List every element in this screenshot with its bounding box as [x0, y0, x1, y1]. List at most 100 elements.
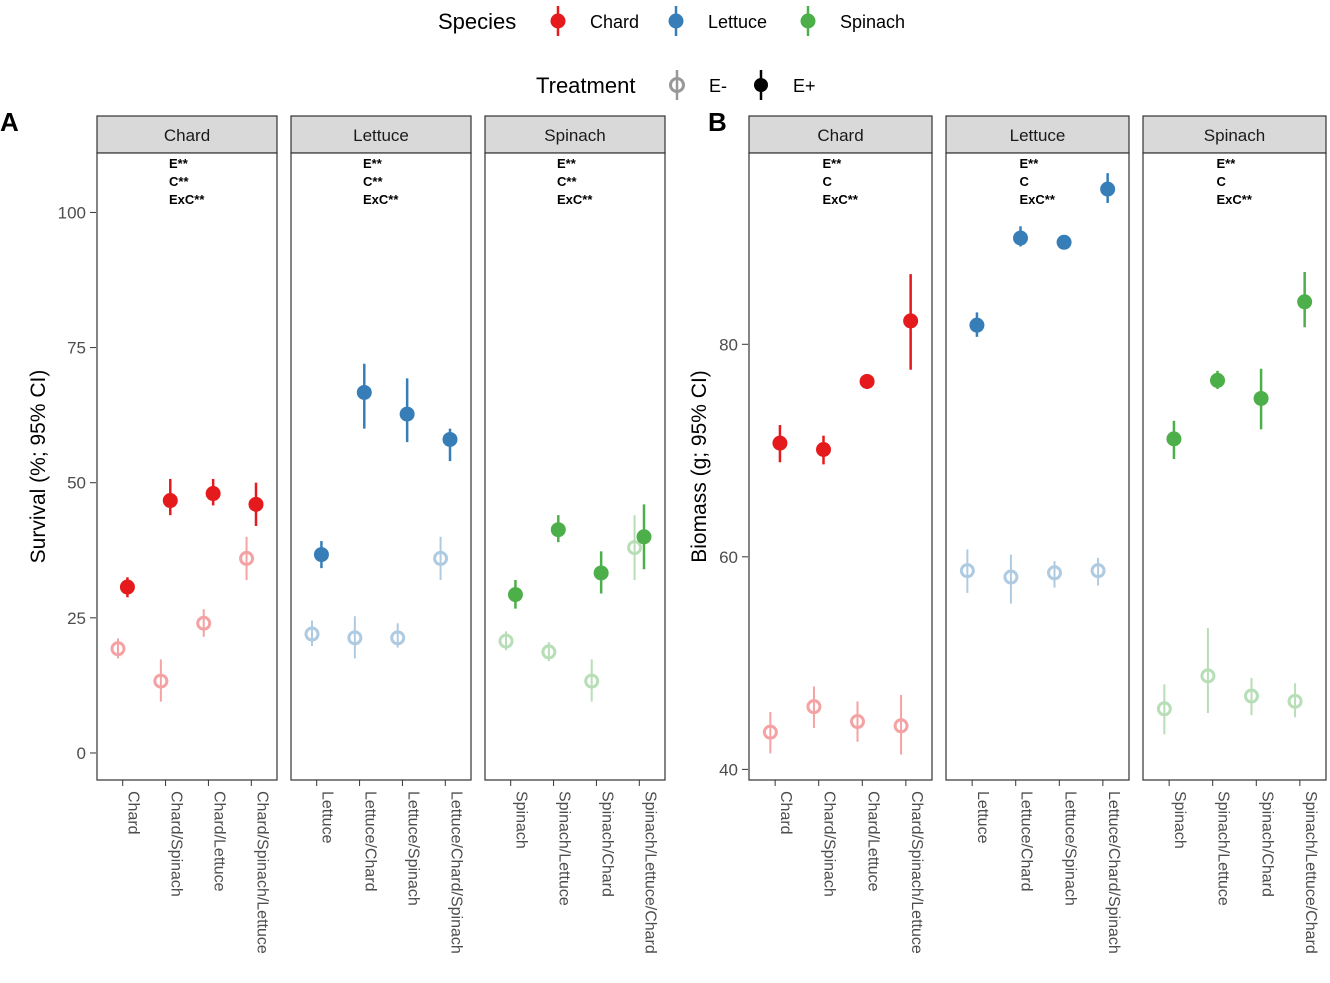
- facet-strip-label: Spinach: [1204, 126, 1265, 145]
- data-point-e-plus: [507, 580, 523, 609]
- legend-species-title: Species: [438, 9, 516, 34]
- facet-chard: Chard E** C ExC** Chard Chard/Spinach Chard/Le…: [748, 115, 933, 954]
- data-point-e-minus: [806, 686, 822, 728]
- x-tick-label: Chard/Lettuce: [864, 791, 881, 892]
- panel-B: B Biomass (g; 95% CI) 40 60 80 Chard E** C ExC**…: [688, 107, 1327, 954]
- facet-strip: [945, 115, 1130, 154]
- y-tick-label: 40: [719, 760, 738, 779]
- data-point-e-minus: [347, 616, 363, 659]
- point-marker: [239, 550, 255, 566]
- x-tick-label: Chard/Spinach: [168, 791, 185, 897]
- x-tick-label: Lettuce/Chard/Spinach: [1105, 791, 1122, 954]
- data-point-e-minus: [433, 536, 449, 581]
- point-marker: [1100, 181, 1116, 197]
- x-tick-label: Lettuce: [319, 791, 336, 844]
- point-marker: [205, 486, 221, 502]
- facet-chard: Chard E** C** ExC** Chard Chard/Spinach Chard/…: [96, 115, 278, 954]
- facet-strip: [290, 115, 472, 154]
- x-tick-label: Spinach: [1171, 791, 1188, 849]
- x-tick-label: Lettuce/Spinach: [404, 791, 421, 906]
- significance-label: C: [1217, 174, 1227, 189]
- facet-panel-frame: [484, 152, 666, 781]
- data-point-e-minus: [1200, 628, 1216, 714]
- x-tick-label: Spinach/Lettuce/Chard: [641, 791, 658, 954]
- data-point-e-plus: [1210, 370, 1226, 389]
- point-marker: [969, 317, 985, 333]
- facet-lettuce: Lettuce E** C ExC** Lettuce Lettuce/Chard Lett…: [945, 115, 1130, 954]
- point-marker: [498, 633, 514, 649]
- point-marker: [1166, 431, 1182, 447]
- facet-strip-label: Spinach: [544, 126, 605, 145]
- legend-treatment-key: [669, 70, 685, 100]
- point-marker: [1090, 563, 1106, 579]
- y-tick-label: 80: [719, 335, 738, 354]
- significance-label: C**: [363, 174, 383, 189]
- point-marker: [541, 644, 557, 660]
- data-point-e-plus: [442, 428, 458, 462]
- legend-species-label: Chard: [590, 12, 639, 32]
- data-point-e-minus: [1287, 683, 1303, 718]
- facet-spinach: Spinach E** C ExC** Spinach Spinach/Lettuce Sp…: [1142, 115, 1327, 954]
- data-point-e-minus: [153, 659, 169, 702]
- x-tick-label: Lettuce/Spinach: [1061, 791, 1078, 906]
- data-point-e-plus: [1253, 368, 1269, 430]
- facet-strip-label: Lettuce: [353, 126, 409, 145]
- x-tick-label: Chard/Spinach/Lettuce: [253, 791, 270, 954]
- point-marker: [893, 718, 909, 734]
- point-marker: [1210, 372, 1226, 388]
- data-point-e-minus: [1046, 561, 1062, 588]
- facet-strip-label: Lettuce: [1010, 126, 1066, 145]
- x-tick-label: Spinach: [513, 791, 530, 849]
- data-point-e-plus: [1166, 420, 1182, 460]
- point-marker: [196, 615, 212, 631]
- data-point-e-minus: [584, 659, 600, 702]
- data-point-e-minus: [541, 642, 557, 662]
- significance-label: E**: [169, 156, 189, 171]
- point-marker: [849, 714, 865, 730]
- point-marker: [1003, 569, 1019, 585]
- point-marker: [399, 406, 415, 422]
- data-point-e-minus: [1090, 557, 1106, 586]
- data-point-e-plus: [550, 515, 566, 543]
- legend-treatment-label: E-: [709, 76, 727, 96]
- x-tick-label: Lettuce/Chard: [1018, 791, 1035, 892]
- significance-label: C: [1020, 174, 1030, 189]
- facet-strip: [484, 115, 666, 154]
- facet-strip: [1142, 115, 1327, 154]
- point-marker: [1056, 234, 1072, 250]
- data-point-e-minus: [959, 549, 975, 593]
- x-tick-label: Spinach/Chard: [1258, 791, 1275, 897]
- significance-label: E**: [363, 156, 383, 171]
- legend-treatment-label: E+: [793, 76, 816, 96]
- point-marker: [550, 522, 566, 538]
- point-marker: [636, 529, 652, 545]
- data-point-e-plus: [859, 373, 875, 389]
- data-point-e-plus: [903, 274, 919, 370]
- point-marker: [119, 579, 135, 595]
- y-tick-label: 100: [58, 203, 86, 222]
- point-marker: [1046, 565, 1062, 581]
- legend: Species Chard Lettuce Spinach Treatment E- E+: [438, 6, 905, 100]
- data-point-e-plus: [816, 435, 832, 465]
- point-marker: [1297, 294, 1313, 310]
- legend-species-label: Spinach: [840, 12, 905, 32]
- facet-panel-frame: [96, 152, 278, 781]
- y-tick-label: 60: [719, 548, 738, 567]
- point-marker: [903, 313, 919, 329]
- point-marker: [313, 547, 329, 563]
- point-marker: [507, 587, 523, 603]
- x-tick-label: Lettuce/Chard/Spinach: [447, 791, 464, 954]
- significance-label: C: [823, 174, 833, 189]
- legend-treatment-key-dot: [754, 78, 768, 92]
- legend-species-key-dot: [550, 13, 566, 29]
- point-marker: [304, 626, 320, 642]
- point-marker: [762, 724, 778, 740]
- point-marker: [347, 630, 363, 646]
- point-marker: [772, 435, 788, 451]
- y-axis-label: Biomass (g; 95% CI): [688, 370, 711, 563]
- facet-lettuce: Lettuce E** C** ExC** Lettuce Lettuce/Chard Le…: [290, 115, 472, 954]
- facet-strip-label: Chard: [817, 126, 863, 145]
- data-point-e-minus: [498, 631, 514, 651]
